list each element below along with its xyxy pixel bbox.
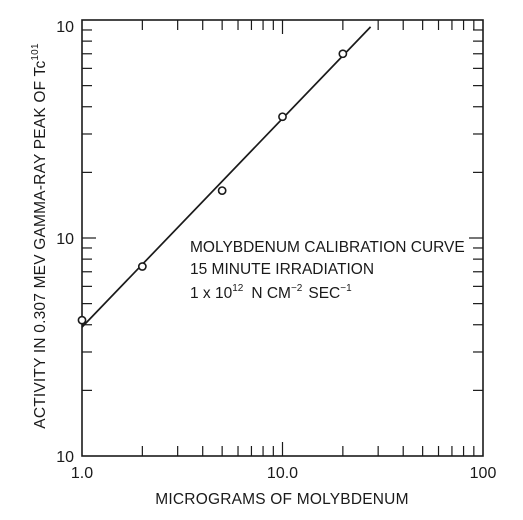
annotation-line-2: 15 MINUTE IRRADIATION xyxy=(190,261,374,278)
minor-ticks xyxy=(82,20,483,456)
annotation-line-3-prefix: 1 x 10 xyxy=(190,285,233,302)
y-axis-label-text: ACTIVITY IN 0.307 MEV GAMMA-RAY PEAK OF … xyxy=(32,61,49,429)
data-points xyxy=(77,49,348,325)
data-point xyxy=(77,315,87,325)
annotation-line-3-exp2: −2 xyxy=(291,283,303,294)
plot-frame xyxy=(81,19,484,457)
data-point xyxy=(217,186,227,195)
annotation-line-3: 1 x 1012 N CM−2 SEC−1 xyxy=(190,283,352,302)
y-tick-label: 10 xyxy=(56,19,74,36)
annotation-line-3-mid1: N CM xyxy=(251,285,291,302)
data-point xyxy=(278,112,287,122)
data-point xyxy=(137,262,147,271)
svg-text:ACTIVITY IN 0.307 MEV GAMMA-RA: ACTIVITY IN 0.307 MEV GAMMA-RAY PEAK OF … xyxy=(30,43,49,429)
x-tick-label: 10.0 xyxy=(267,465,298,482)
data-point xyxy=(338,49,348,59)
y-tick-label: 10 xyxy=(56,449,74,466)
y-axis-label-sup: 101 xyxy=(30,43,41,61)
annotation-line-3-exp3: −1 xyxy=(340,283,352,294)
annotation-line-3-mid2: SEC xyxy=(308,285,340,302)
y-axis-label: ACTIVITY IN 0.307 MEV GAMMA-RAY PEAK OF … xyxy=(30,43,49,429)
annotation: MOLYBDENUM CALIBRATION CURVE 15 MINUTE I… xyxy=(190,239,465,302)
annotation-line-1: MOLYBDENUM CALIBRATION CURVE xyxy=(190,239,465,256)
x-axis-label: MICROGRAMS OF MOLYBDENUM xyxy=(155,491,408,508)
x-tick-label: 1.0 xyxy=(71,465,93,482)
annotation-line-3-exp: 12 xyxy=(232,283,244,294)
tick-labels: 1.0 10.0 100 10 10 10 xyxy=(56,19,496,482)
x-tick-label: 100 xyxy=(470,465,497,482)
y-tick-label: 10 xyxy=(56,231,74,248)
fit-line xyxy=(81,26,372,328)
